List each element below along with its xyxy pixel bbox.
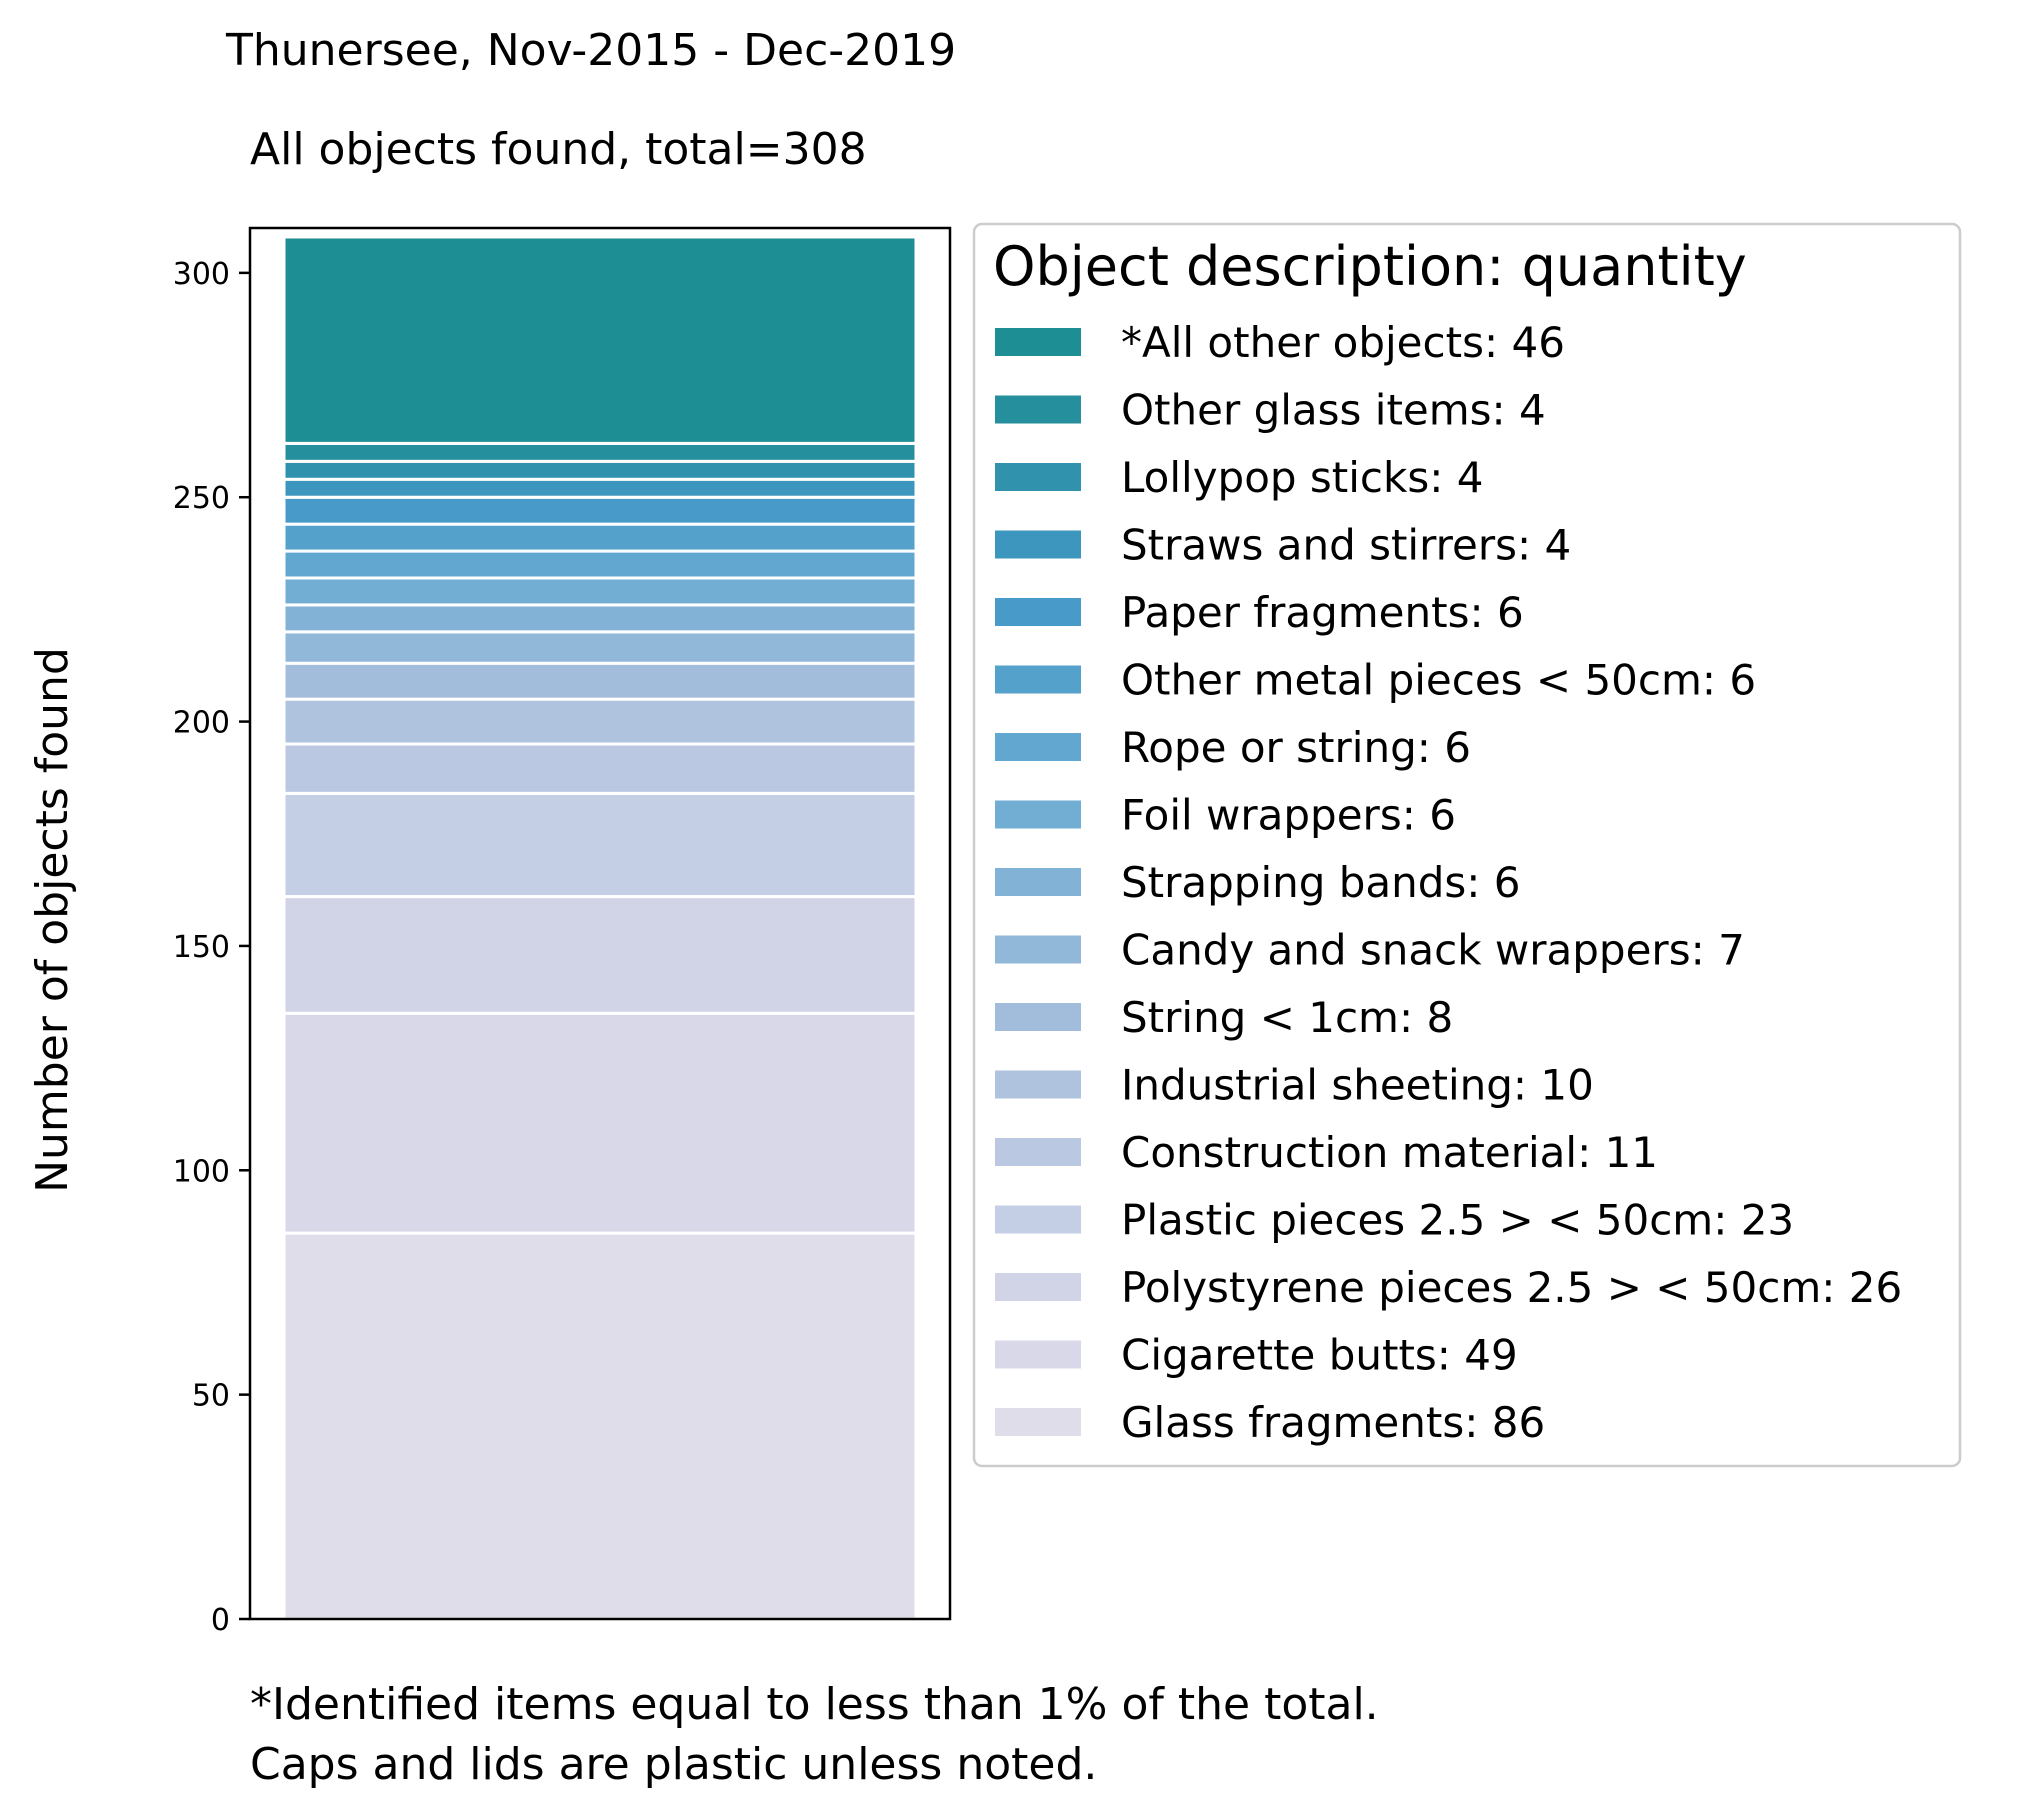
bar-segment (282, 441, 918, 463)
legend-item-label: Other metal pieces < 50cm: 6 (1121, 656, 1756, 705)
bar-segment (282, 459, 918, 481)
legend-swatch (995, 733, 1081, 761)
legend-item-label: Lollypop sticks: 4 (1121, 453, 1483, 502)
legend-item-label: Foil wrappers: 6 (1121, 791, 1456, 840)
chart-subtitle: All objects found, total=308 (250, 124, 867, 175)
legend-item-label: Industrial sheeting: 10 (1121, 1061, 1594, 1110)
bar-segment (282, 1231, 918, 1621)
legend-swatch (995, 1070, 1081, 1099)
legend-item-label: Straws and stirrers: 4 (1121, 521, 1571, 570)
bar-segment (282, 477, 918, 499)
bar-segment (282, 1011, 918, 1235)
legend-swatch (995, 1003, 1081, 1031)
legend-item-label: Candy and snack wrappers: 7 (1121, 926, 1745, 975)
bar-segment (282, 630, 918, 665)
legend-swatch (995, 463, 1081, 491)
legend-item-label: Polystyrene pieces 2.5 > < 50cm: 26 (1121, 1263, 1902, 1312)
legend-swatch (995, 800, 1081, 829)
bar-segment (282, 522, 918, 553)
bar-segment (282, 895, 918, 1015)
bar-segment (282, 549, 918, 580)
bar-segment (282, 576, 918, 607)
legend-swatch (995, 1205, 1081, 1234)
legend-swatch (995, 1138, 1081, 1166)
legend-item-label: Plastic pieces 2.5 > < 50cm: 23 (1121, 1196, 1794, 1245)
legend-item-label: Construction material: 11 (1121, 1128, 1658, 1177)
legend-swatch (995, 328, 1081, 356)
bar-segment (282, 791, 918, 899)
legend-item-label: Glass fragments: 86 (1121, 1398, 1545, 1447)
legend-item-label: String < 1cm: 8 (1121, 993, 1453, 1042)
legend-item-label: Other glass items: 4 (1121, 386, 1546, 435)
legend-item-label: Rope or string: 6 (1121, 723, 1471, 772)
legend-title: Object description: quantity (993, 235, 1747, 298)
legend-item-label: Paper fragments: 6 (1121, 588, 1524, 637)
legend-swatch (995, 530, 1081, 559)
legend-swatch (995, 1340, 1081, 1369)
footnote-line-2: Caps and lids are plastic unless noted. (250, 1739, 1098, 1790)
y-tick-label: 200 (173, 706, 230, 741)
y-axis-label: Number of objects found (27, 647, 78, 1193)
footnote-line-1: *Identified items equal to less than 1% … (250, 1679, 1379, 1730)
legend-swatch (995, 868, 1081, 896)
legend-swatch (995, 598, 1081, 626)
bar-segment (282, 495, 918, 526)
y-tick-label: 0 (211, 1603, 230, 1638)
y-tick-label: 300 (173, 257, 230, 292)
bar-segment (282, 742, 918, 795)
plot-frame (248, 226, 952, 1621)
y-tick-label: 250 (173, 481, 230, 516)
legend-swatch (995, 1273, 1081, 1301)
legend-items: *All other objects: 46 Other glass items:… (995, 318, 1902, 1447)
legend-box (972, 222, 1962, 1468)
bar-segment (282, 697, 918, 746)
bar-segment (282, 603, 918, 634)
legend-item-label: Cigarette butts: 49 (1121, 1331, 1518, 1380)
chart-title: Thunersee, Nov-2015 - Dec-2019 (225, 25, 956, 76)
legend-swatch (995, 665, 1081, 694)
y-tick-label: 100 (173, 1154, 230, 1189)
legend-item-label: Strapping bands: 6 (1121, 858, 1521, 907)
legend-swatch (995, 395, 1081, 424)
legend-swatch (995, 935, 1081, 964)
y-tick-label: 50 (192, 1379, 230, 1414)
y-tick-label: 150 (173, 930, 230, 965)
bar-segment (282, 235, 918, 445)
legend-item-label: *All other objects: 46 (1121, 318, 1565, 367)
legend-swatch (995, 1408, 1081, 1436)
y-axis-ticks: 0 50 100 150 200 250 300 (173, 257, 250, 1638)
bar-stack (282, 235, 918, 1621)
bar-segment (282, 661, 918, 701)
